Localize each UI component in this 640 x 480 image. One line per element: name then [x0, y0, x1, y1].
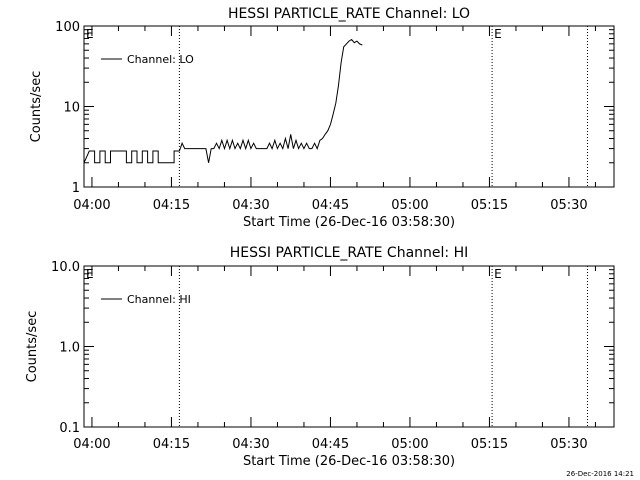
x-tick-label: 05:15: [471, 198, 508, 213]
x-axis-label: Start Time (26-Dec-16 03:58:30): [243, 215, 455, 230]
x-tick-label: 05:30: [550, 198, 587, 213]
series-line: [83, 38, 363, 164]
y-tick-label: 10: [63, 101, 80, 116]
event-marker-label: E: [86, 267, 94, 281]
x-tick-label: 05:00: [391, 437, 428, 452]
hi-channel-panel: HESSI PARTICLE_RATE Channel: HI 0.1 1.0 10.…: [25, 245, 615, 469]
y-axis-label: Counts/sec: [29, 71, 44, 143]
y-tick-label: 0.1: [59, 421, 80, 436]
chart-title: HESSI PARTICLE_RATE Channel: LO: [228, 6, 470, 22]
x-tick-label: 05:00: [391, 198, 428, 213]
x-tick-label: 04:45: [312, 198, 349, 213]
chart-title: HESSI PARTICLE_RATE Channel: HI: [230, 245, 468, 261]
event-marker-label: E: [494, 267, 502, 281]
x-tick-label: 05:30: [550, 437, 587, 452]
y-axis-label: Counts/sec: [25, 311, 40, 383]
x-tick-label: 04:30: [232, 437, 269, 452]
x-tick-label: 04:00: [73, 198, 110, 213]
y-tick-label: 1.0: [59, 341, 80, 356]
y-tick-label: 100: [55, 20, 80, 35]
event-marker-label: E: [494, 27, 502, 41]
legend-label: Channel: LO: [127, 53, 194, 66]
x-tick-label: 04:30: [232, 198, 269, 213]
x-tick-label: 04:15: [153, 198, 190, 213]
lo-channel-panel: HESSI PARTICLE_RATE Channel: LO 1 10 100 04:…: [29, 6, 615, 230]
x-axis-label: Start Time (26-Dec-16 03:58:30): [243, 454, 455, 469]
x-tick-label: 04:00: [73, 437, 110, 452]
x-tick-label: 05:15: [471, 437, 508, 452]
legend-label: Channel: HI: [127, 293, 191, 306]
x-tick-label: 04:45: [312, 437, 349, 452]
y-tick-label: 10.0: [51, 260, 80, 275]
plot-frame: [83, 265, 615, 428]
event-marker-label: E: [86, 27, 94, 41]
x-tick-label: 04:15: [153, 437, 190, 452]
footer-timestamp: 26-Dec-2016 14:21: [566, 470, 634, 478]
y-tick-label: 1: [72, 181, 80, 196]
